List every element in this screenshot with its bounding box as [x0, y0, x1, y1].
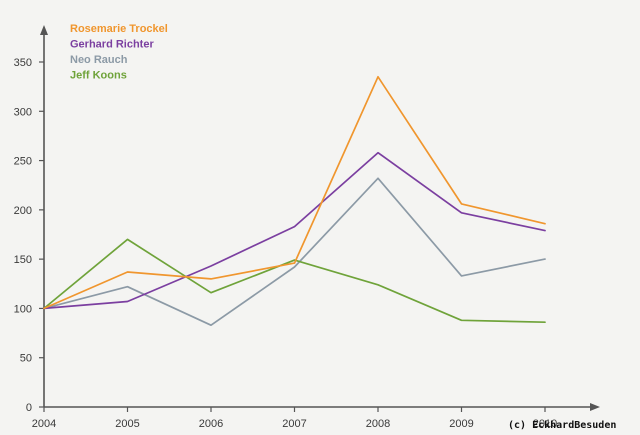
- x-tick-label: 2008: [366, 418, 390, 430]
- x-tick-label: 2006: [199, 418, 223, 430]
- x-tick-label: 2007: [282, 418, 306, 430]
- x-tick-label: 2009: [449, 418, 473, 430]
- x-tick-label: 2004: [32, 418, 56, 430]
- y-tick-label: 350: [14, 57, 32, 69]
- series-line-jeff-koons: [43, 238, 546, 324]
- y-tick-label: 50: [20, 353, 32, 365]
- y-axis-arrow-icon: [40, 25, 48, 35]
- legend-entry: Rosemarie Trockel: [70, 23, 168, 35]
- y-tick-label: 100: [14, 303, 32, 315]
- y-tick-label: 0: [26, 402, 32, 414]
- legend-entry: Neo Rauch: [70, 54, 128, 66]
- legend-entry: Jeff Koons: [70, 70, 127, 82]
- y-tick-label: 150: [14, 254, 32, 266]
- credit-text: (c) EckhardBesuden: [508, 420, 616, 431]
- x-axis-arrow-icon: [590, 403, 600, 411]
- series-line-neo-rauch: [43, 177, 546, 327]
- series-line-gerhard-richter: [43, 151, 546, 310]
- y-tick-label: 250: [14, 156, 32, 168]
- x-tick-label: 2005: [115, 418, 139, 430]
- y-tick-label: 300: [14, 106, 32, 118]
- x-tick-label: 2010: [533, 418, 557, 430]
- legend-entry: Gerhard Richter: [70, 39, 154, 51]
- y-tick-label: 200: [14, 205, 32, 217]
- series-line-rosemarie-trockel: [43, 75, 546, 310]
